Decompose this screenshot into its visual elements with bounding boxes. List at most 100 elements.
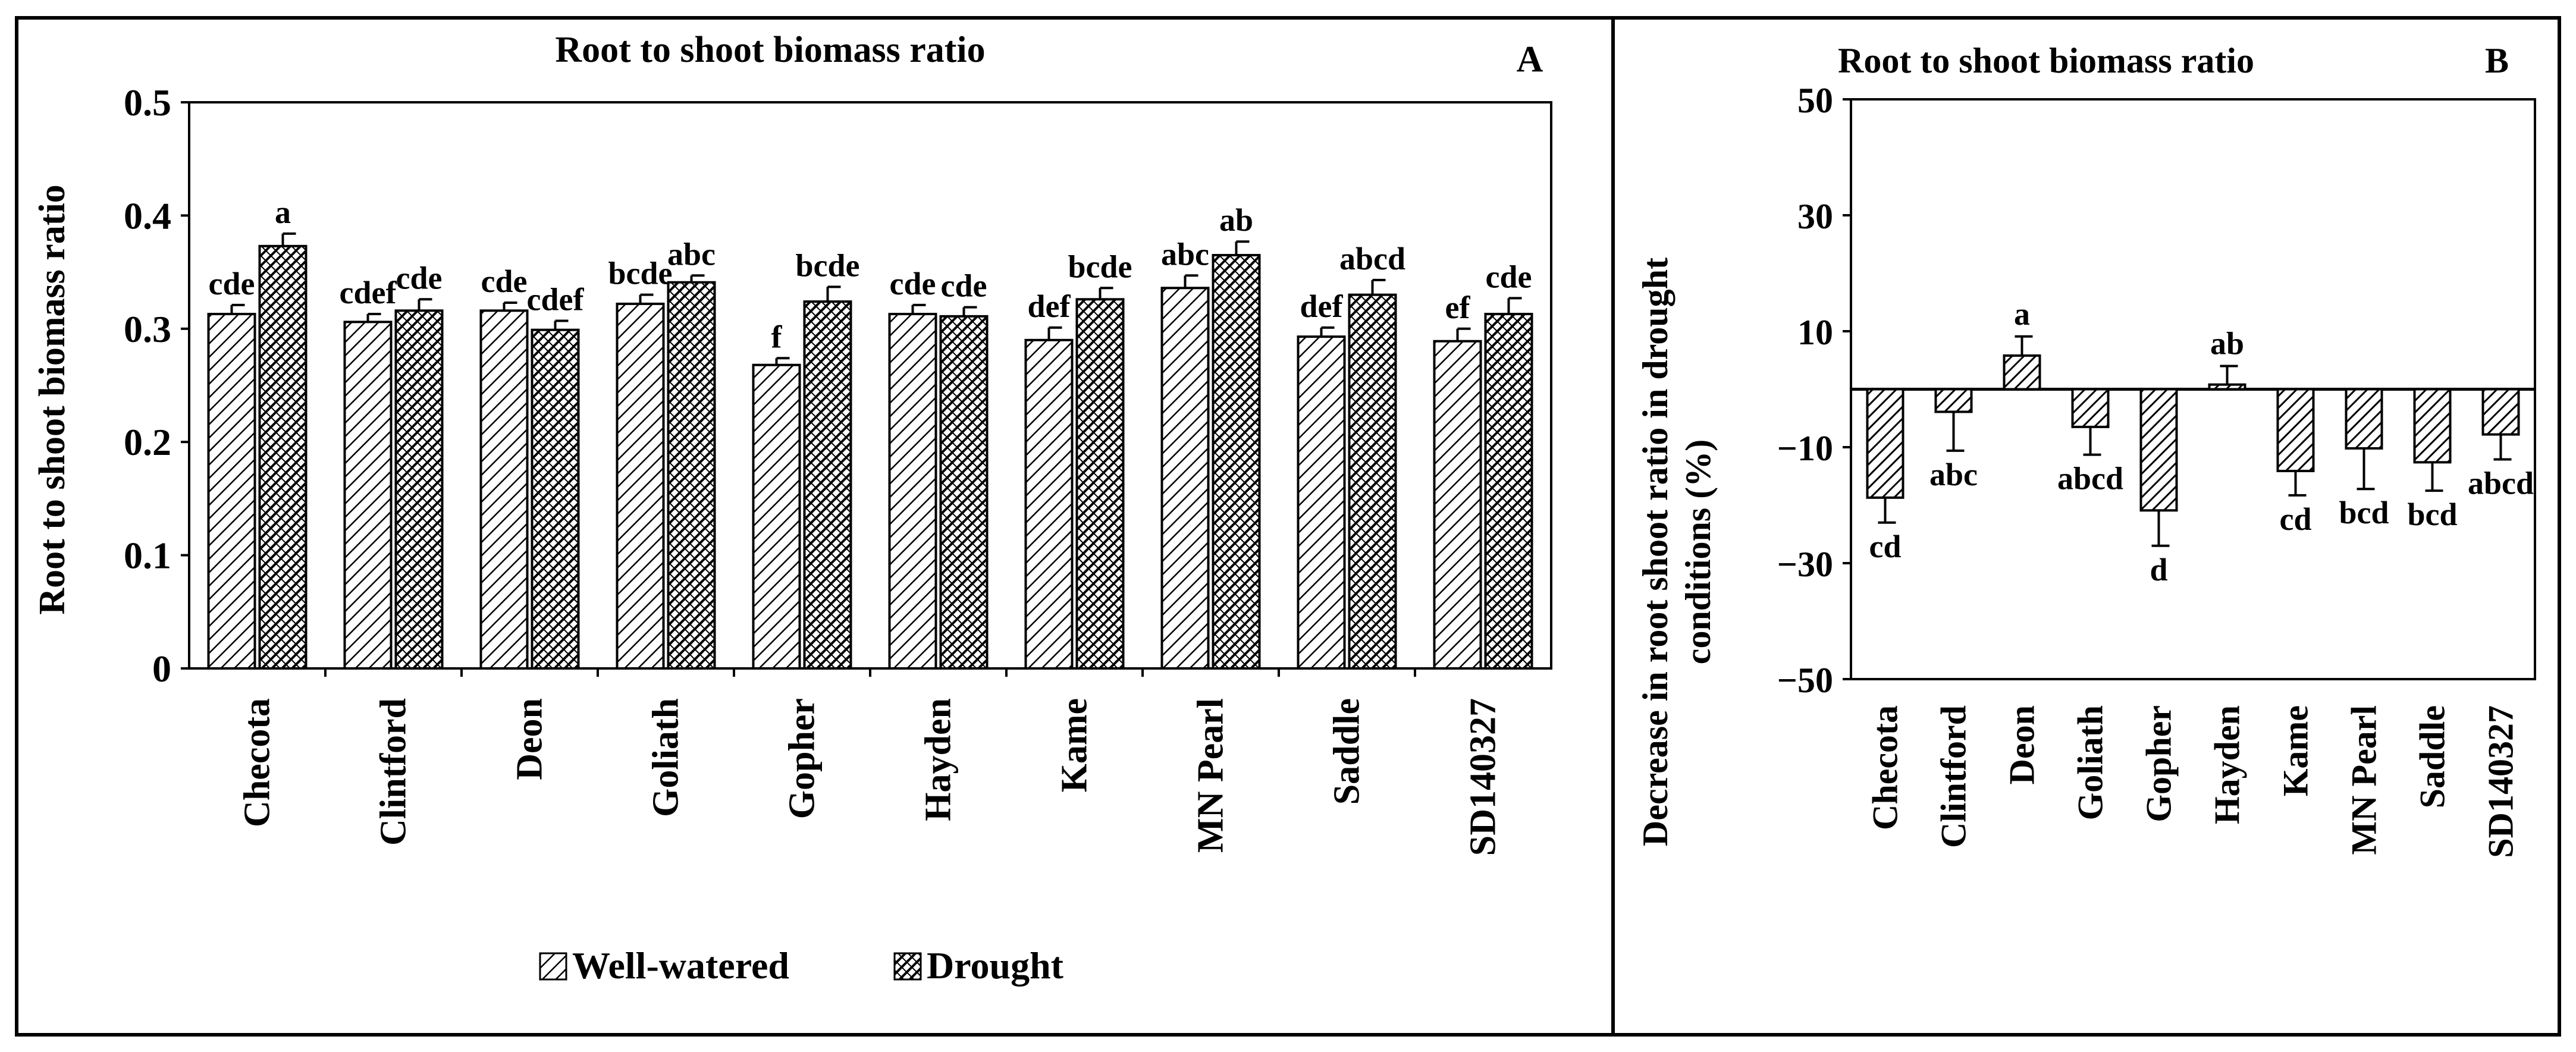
panel-a-y-axis-label: Root to shoot biomass ratio <box>32 184 73 614</box>
significance-letter: cdef <box>527 281 585 317</box>
bar-decrease <box>2208 383 2246 391</box>
bar-drought <box>531 328 580 670</box>
x-tick-label: Clintford <box>374 698 414 846</box>
panel-b-x-labels: Checota Clintford Deon Goliath Gopher Hayden K… <box>1866 705 2521 858</box>
panel-b-y-axis-label: Decrease in root shoot ratio in drought … <box>1636 257 1718 846</box>
bar-well-watered <box>343 321 393 670</box>
significance-letter: cde <box>1486 259 1532 294</box>
panel-a-x-labels: Checota Clintford Deon Goliath Gopher Hayden K… <box>237 698 1504 856</box>
x-tick-label: MN Pearl <box>2345 705 2384 855</box>
legend-swatch-well-watered <box>539 952 567 981</box>
significance-letter: cde <box>209 266 255 302</box>
panel-a: Root to shoot biomass ratio A Root to sh… <box>32 30 1552 987</box>
legend-label-drought: Drought <box>927 944 1064 987</box>
y-tick-label: 30 <box>1797 197 1833 236</box>
panel-a-y-ticks: 0 0.1 0.2 0.3 0.4 0.5 <box>124 81 1416 690</box>
significance-letter: bcde <box>1068 249 1132 284</box>
legend-label-well-watered: Well-watered <box>572 944 789 987</box>
panel-b: Root to shoot biomass ratio B Decrease i… <box>1636 41 2536 858</box>
bar-decrease <box>2481 388 2520 436</box>
y-tick-label: 0.4 <box>124 194 171 237</box>
significance-letter: def <box>1300 288 1344 324</box>
x-tick-label: Gopher <box>782 698 823 819</box>
x-tick-label: Checota <box>237 698 278 827</box>
x-tick-label: Clintford <box>1934 705 1973 848</box>
significance-letter: cd <box>1869 529 1902 564</box>
bar-drought <box>1348 293 1397 670</box>
significance-letter: abcd <box>1339 241 1405 277</box>
y-tick-label: 0.2 <box>124 421 171 463</box>
x-tick-label: Checota <box>1866 705 1905 830</box>
bar-drought <box>394 309 444 670</box>
x-tick-label: Deon <box>510 698 550 780</box>
panel-b-y-axis-label-line-2: conditions (%) <box>1678 439 1718 664</box>
significance-letter: abc <box>1929 457 1978 492</box>
y-tick-label: 0.3 <box>124 308 171 350</box>
x-tick-label: SD140327 <box>1463 698 1504 856</box>
panel-b-y-axis-label-line-1: Decrease in root shoot ratio in drought <box>1636 257 1675 846</box>
significance-letter: f <box>771 319 783 354</box>
outer-frame <box>15 16 2561 1037</box>
bar-well-watered <box>479 309 529 670</box>
significance-letter: cde <box>396 260 443 296</box>
bar-decrease <box>2071 388 2110 428</box>
x-tick-label: Kame <box>1055 698 1095 792</box>
y-tick-label: 10 <box>1797 313 1833 352</box>
significance-letter: ab <box>1219 202 1253 238</box>
x-tick-label: Gopher <box>2139 705 2179 822</box>
significance-letter: ef <box>1445 290 1471 325</box>
bar-decrease <box>2413 388 2452 464</box>
bar-decrease <box>2139 388 2178 512</box>
y-tick-label: −10 <box>1777 429 1833 468</box>
significance-letter: bcd <box>2407 497 2457 532</box>
bar-well-watered <box>1433 340 1482 670</box>
panel-b-label: B <box>2485 41 2509 80</box>
bar-decrease <box>1866 388 1904 499</box>
bar-well-watered <box>616 302 665 670</box>
panel-a-plot-area <box>188 101 1552 670</box>
significance-letter: abcd <box>2057 461 2123 497</box>
significance-letter: def <box>1028 288 1071 324</box>
x-tick-label: Goliath <box>2071 705 2110 820</box>
y-tick-label: −30 <box>1777 545 1833 584</box>
x-tick-label: Goliath <box>646 698 686 817</box>
significance-letter: bcde <box>796 247 860 283</box>
y-tick-label: 0.5 <box>124 81 171 124</box>
x-tick-label: MN Pearl <box>1191 698 1231 853</box>
x-tick-label: SD140327 <box>2481 705 2521 858</box>
significance-letter: a <box>2014 296 2030 332</box>
significance-letter: abc <box>1161 236 1209 272</box>
x-tick-label: Hayden <box>918 698 959 821</box>
bar-drought <box>939 315 989 670</box>
panel-a-title: Root to shoot biomass ratio <box>555 30 985 70</box>
bar-decrease <box>2276 388 2315 472</box>
significance-letter: cdef <box>340 275 397 310</box>
significance-letter: bcde <box>608 256 673 291</box>
x-tick-label: Saddle <box>1327 698 1367 805</box>
significance-letter: bcd <box>2339 495 2389 530</box>
panel-a-legend: Well-watered Drought <box>539 944 1064 987</box>
y-tick-label: 0 <box>152 648 171 690</box>
bar-well-watered <box>888 313 937 670</box>
significance-letter: cde <box>481 263 528 299</box>
significance-letter: a <box>275 194 291 230</box>
bar-well-watered <box>752 363 801 670</box>
y-tick-label: −50 <box>1777 661 1833 700</box>
legend-swatch-drought <box>893 952 922 981</box>
bar-well-watered <box>207 313 256 670</box>
bar-drought <box>1212 254 1261 670</box>
significance-letter: cde <box>941 268 987 304</box>
bar-well-watered <box>1297 335 1346 670</box>
significance-letter: ab <box>2210 326 2244 362</box>
x-tick-label: Hayden <box>2208 705 2247 824</box>
significance-letter: cde <box>890 266 936 302</box>
x-tick-label: Deon <box>2003 705 2042 784</box>
significance-letter: abcd <box>2468 465 2534 501</box>
bar-decrease <box>2003 354 2041 391</box>
y-tick-label: 50 <box>1797 81 1833 120</box>
bar-drought <box>1484 313 1533 670</box>
bar-drought <box>667 281 716 670</box>
